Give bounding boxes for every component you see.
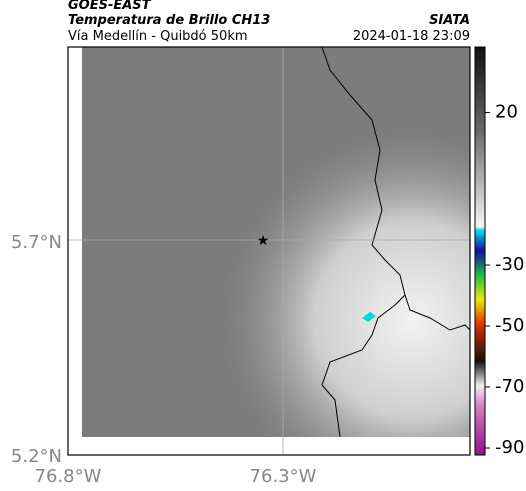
agency: SIATA <box>429 13 470 28</box>
lon-tick: 76.8°W <box>35 466 102 487</box>
colorbar-tick-label: -90 <box>495 437 524 458</box>
title: Temperatura de Brillo CH13 <box>68 13 270 28</box>
lon-tick: 76.3°W <box>250 466 317 487</box>
colorbar-tick-label: -70 <box>495 376 524 397</box>
timestamp: 2024-01-18 23:09 <box>353 29 470 44</box>
colorbar-tick-label: -50 <box>495 315 524 336</box>
lat-tick: 5.7°N <box>11 232 62 253</box>
map: ★ <box>67 46 471 456</box>
source: GOES-EAST <box>68 0 152 13</box>
lat-tick: 5.2°N <box>11 446 62 467</box>
svg-text:★: ★ <box>257 233 270 249</box>
subtitle: Vía Medellín - Quibdó 50km <box>68 29 248 44</box>
colorbar-tick-label: -30 <box>495 254 524 275</box>
colorbar-tick-label: 20 <box>495 102 518 123</box>
colorbar <box>474 46 486 456</box>
